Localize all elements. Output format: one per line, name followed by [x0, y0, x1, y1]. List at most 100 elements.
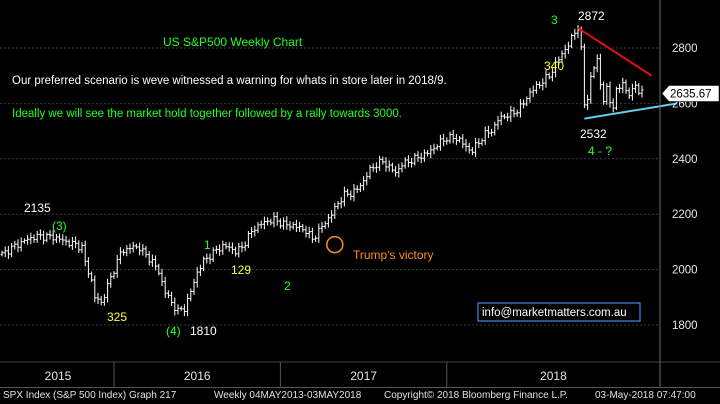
price-bar [528, 87, 532, 103]
price-bar [381, 156, 385, 165]
email-link[interactable]: info@marketmatters.com.au [482, 307, 627, 319]
price-bar [611, 98, 615, 113]
label-2532: 2532 [580, 127, 607, 141]
price-bar [32, 234, 36, 243]
price-bar [150, 254, 154, 267]
price-bar [557, 56, 561, 66]
price-bar [112, 271, 116, 279]
price-bar [608, 81, 612, 108]
price-bar [448, 131, 452, 144]
price-bar [378, 155, 382, 171]
label-1810: 1810 [190, 324, 217, 338]
year-label: 2016 [184, 369, 211, 383]
label-340: 340 [544, 59, 564, 73]
price-bar [227, 242, 231, 252]
price-bar [390, 162, 394, 173]
price-bar [29, 232, 33, 245]
price-bar [278, 218, 282, 229]
price-bar [349, 190, 353, 201]
price-bar [298, 221, 302, 233]
price-bar [102, 294, 106, 306]
price-bar [109, 272, 113, 288]
price-bar [506, 112, 510, 122]
price-bar [240, 241, 244, 253]
last-price-value: 2635.67 [670, 89, 712, 101]
price-bar [570, 33, 574, 49]
price-bar [474, 137, 478, 158]
trump-circle [326, 235, 344, 254]
wave-1-label: 1 [204, 238, 211, 252]
price-bar [16, 239, 20, 253]
price-bar [182, 304, 186, 317]
wave-3-paren-label: (3) [52, 219, 67, 233]
price-bar [362, 176, 366, 191]
price-bar [422, 149, 426, 162]
price-bar [186, 293, 190, 317]
price-bar [326, 213, 330, 228]
footer-range: Weekly 04MAY2013-03MAY2018 [214, 390, 362, 401]
price-bar [22, 238, 26, 244]
price-bar [438, 134, 442, 151]
price-bar [502, 113, 506, 120]
price-bar [230, 242, 234, 255]
price-bar [346, 188, 350, 197]
price-bar [342, 186, 346, 207]
price-bar [560, 50, 564, 63]
email-box[interactable]: info@marketmatters.com.au [477, 302, 641, 322]
price-bar [285, 216, 289, 230]
price-bar [256, 222, 260, 234]
price-bar [42, 230, 46, 245]
price-bar [294, 219, 298, 233]
price-bar [234, 246, 238, 257]
price-bar [291, 221, 295, 230]
footer-ticker: SPX Index (S&P 500 Index) Graph 217 [3, 390, 177, 401]
price-bar [387, 160, 391, 172]
price-bar [330, 210, 334, 223]
price-bar [67, 239, 71, 248]
price-bar [64, 235, 68, 246]
price-bar [0, 250, 4, 257]
price-bar [563, 44, 567, 59]
price-bar [176, 304, 180, 315]
price-bar [138, 242, 142, 256]
price-bar [147, 251, 151, 266]
price-bar [426, 150, 430, 157]
price-bar [403, 157, 407, 169]
price-bar [637, 83, 641, 96]
price-bar [461, 134, 465, 149]
price-bar [205, 253, 209, 264]
price-bar [128, 243, 132, 254]
price-bar [134, 243, 138, 250]
price-bar [166, 290, 170, 299]
chart-title: US S&P500 Weekly Chart [163, 35, 303, 49]
price-bar [630, 83, 634, 101]
wave-2-label: 2 [284, 279, 291, 293]
price-bar [365, 172, 369, 186]
price-bar [496, 115, 500, 130]
price-bar [435, 144, 439, 151]
price-bar [477, 138, 481, 148]
price-bar [589, 72, 593, 105]
price-bar [282, 217, 286, 230]
price-bar [384, 157, 388, 172]
price-bar [246, 230, 250, 248]
price-bar [598, 53, 602, 90]
price-bar [301, 223, 305, 233]
price-bar [131, 241, 135, 253]
price-bar [445, 137, 449, 145]
y-tick-label: 2400 [672, 154, 698, 166]
price-bar [634, 80, 638, 93]
price-bar [35, 231, 39, 243]
label-129: 129 [231, 263, 251, 277]
price-bar [26, 234, 30, 245]
price-bar [19, 237, 23, 252]
price-bar [618, 83, 622, 93]
price-bar [54, 233, 58, 243]
price-bar [80, 242, 84, 254]
label-325: 325 [107, 310, 127, 324]
price-bar [573, 28, 577, 40]
price-bar [413, 152, 417, 166]
price-bar [304, 225, 308, 238]
